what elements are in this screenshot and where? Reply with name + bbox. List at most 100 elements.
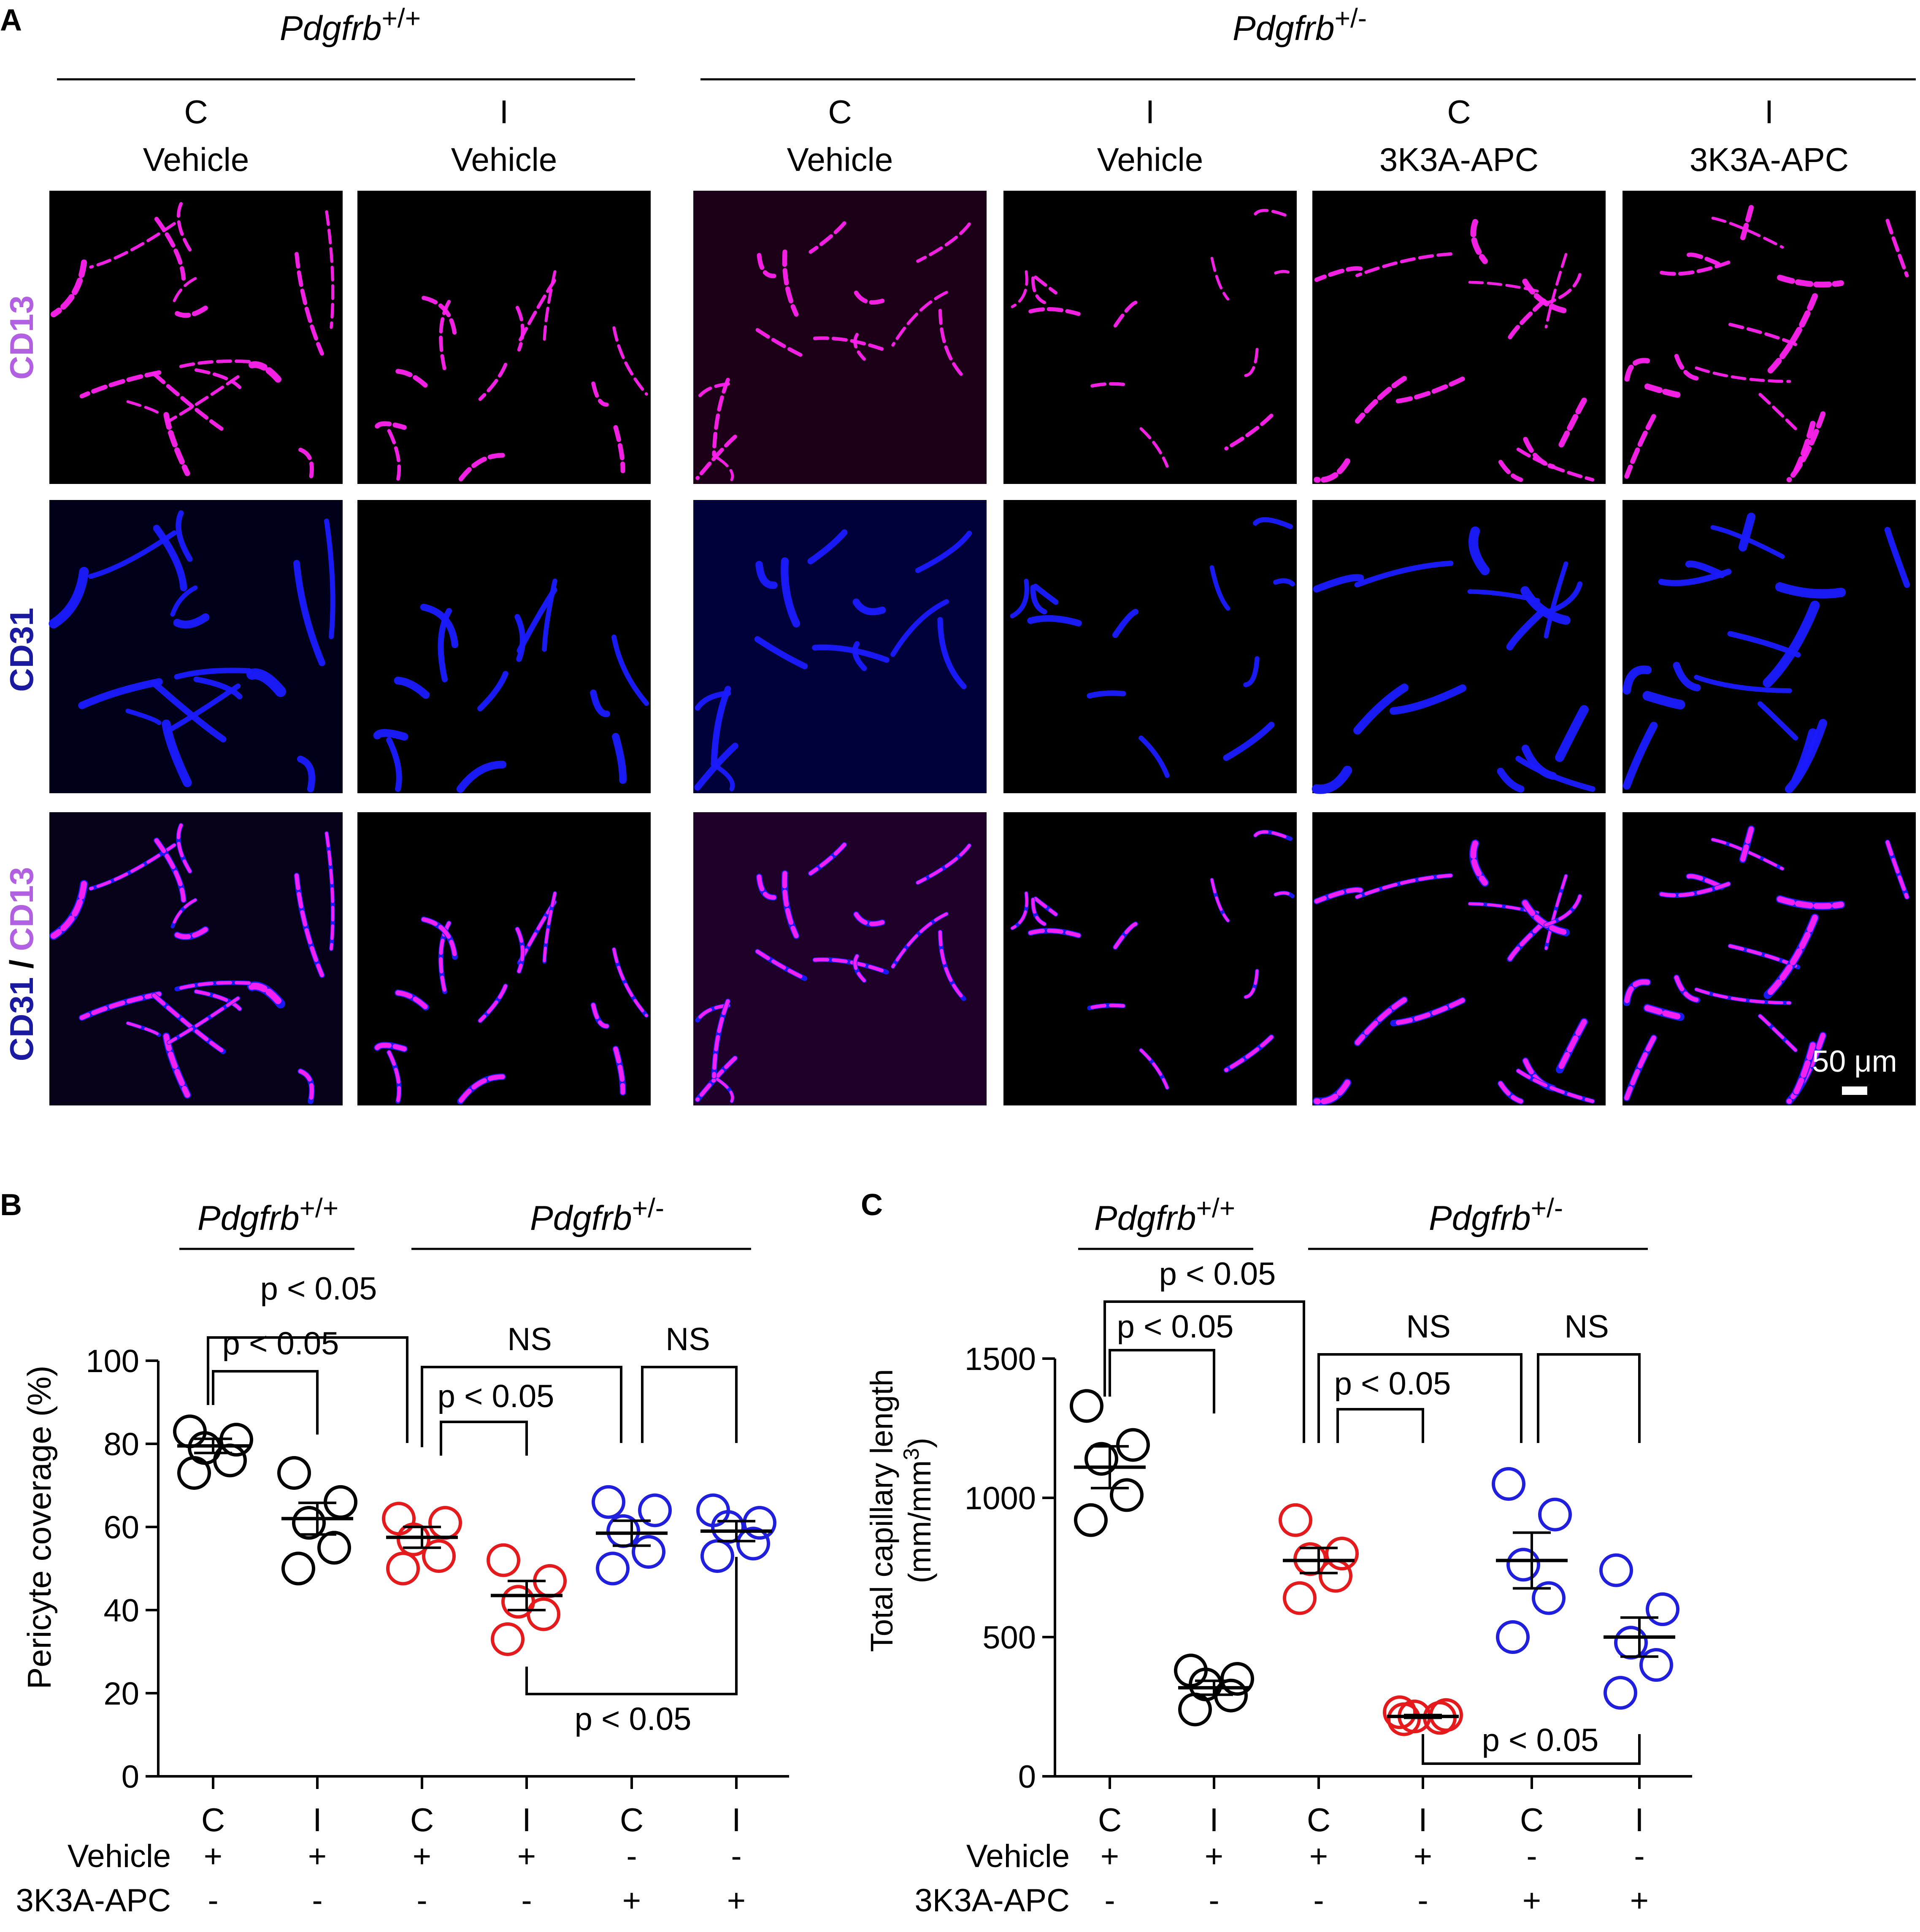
panel-c-data-point xyxy=(1319,1559,1352,1593)
panel-c-vehicle-mark: - xyxy=(1634,1838,1644,1874)
panel-c-ylabel-line1: Total capillary length xyxy=(864,1369,899,1652)
panel-b-data-point xyxy=(487,1543,520,1577)
panel-c-apc-mark: + xyxy=(1522,1883,1541,1918)
panel-c-genotype-het-sup: +/- xyxy=(1531,1193,1563,1223)
micrograph-merge xyxy=(357,812,651,1105)
panel-c-x-tick-label: I xyxy=(1209,1801,1219,1838)
panel-c-data-point xyxy=(1074,1503,1108,1537)
panel-c-data-point xyxy=(1538,1497,1572,1532)
panel-c-vehicle-row-label: Vehicle xyxy=(966,1838,1070,1874)
panel-b-data-point xyxy=(632,1535,665,1569)
panel-c-vehicle-mark: + xyxy=(1205,1838,1223,1874)
column-hemisphere-label: I xyxy=(1765,93,1774,130)
panel-b-y-tick-label: 100 xyxy=(86,1343,139,1379)
column-treatment-label: Vehicle xyxy=(787,141,893,178)
row-label-merge-sep: / xyxy=(3,959,40,969)
column-treatment-label: 3K3A-APC xyxy=(1379,141,1539,178)
panel-b-y-tick-label: 60 xyxy=(103,1510,139,1546)
panel-c-significance-label: p < 0.05 xyxy=(1117,1309,1234,1345)
micrograph-merge xyxy=(1623,812,1916,1105)
panel-c-data-point xyxy=(1383,1695,1417,1729)
panel-b-apc-mark: - xyxy=(312,1883,322,1918)
panel-b-x-tick-label: C xyxy=(201,1801,225,1838)
panel-b-data-point xyxy=(428,1506,462,1540)
panel-b: B Pdgfrb+/+ Pdgfrb+/- Pericyte coverage … xyxy=(0,1188,789,1918)
micrograph-cd13 xyxy=(1003,191,1297,484)
panel-c-significance-label: NS xyxy=(1564,1309,1609,1345)
panel-c-data-point xyxy=(1283,1581,1317,1615)
panel-c-genotype-wt-sup: +/+ xyxy=(1196,1193,1236,1223)
panel-b-significance-label: p < 0.05 xyxy=(222,1326,339,1362)
panel-b-apc-mark: + xyxy=(622,1883,641,1918)
panel-c-significance-bracket xyxy=(1336,1408,1424,1443)
panel-c-data-point xyxy=(1070,1389,1103,1423)
micrograph-cd31 xyxy=(357,500,651,793)
panel-c-vehicle-mark: + xyxy=(1414,1838,1432,1874)
panel-b-ylabel: Pericyte coverage (%) xyxy=(21,1365,58,1689)
panel-b-x-tick-label: I xyxy=(313,1801,322,1838)
panel-b-data-point xyxy=(213,1443,247,1478)
panel-b-apc-row-label: 3K3A-APC xyxy=(16,1883,171,1918)
panel-c-data-point xyxy=(1279,1503,1312,1537)
column-treatment-label: Vehicle xyxy=(143,141,249,178)
genotype-het-label: Pdgfrb+/- xyxy=(1233,3,1367,48)
panel-b-significance-label: p < 0.05 xyxy=(575,1701,692,1737)
panel-c-data-point xyxy=(1614,1626,1648,1660)
panel-b-vehicle-mark: + xyxy=(204,1838,222,1874)
panel-c-y-tick-label: 1000 xyxy=(965,1481,1036,1516)
panel-b-plot: 020406080100C+-I+-C+-I+-C-+I-+Vehicle3K3… xyxy=(16,1271,789,1918)
panel-b-letter: B xyxy=(0,1188,22,1222)
panel-b-vehicle-mark: + xyxy=(517,1838,536,1874)
panel-b-x-tick-label: I xyxy=(522,1801,531,1838)
panel-c-significance-bracket xyxy=(1317,1353,1522,1443)
column-hemisphere-label: I xyxy=(500,93,509,130)
panel-c-data-point xyxy=(1604,1676,1637,1710)
micrograph-merge xyxy=(1312,812,1606,1106)
panel-b-data-point xyxy=(422,1539,456,1573)
panel-b-significance-bracket xyxy=(212,1370,319,1435)
panel-b-genotype-wt-name: Pdgfrb xyxy=(197,1199,300,1238)
panel-b-significance-label: NS xyxy=(507,1321,552,1357)
panel-c-y-tick-label: 500 xyxy=(982,1620,1036,1656)
panel-c-data-point xyxy=(1646,1592,1679,1626)
panel-b-y-tick-label: 20 xyxy=(103,1676,139,1712)
panel-b-apc-mark: - xyxy=(416,1883,427,1918)
panel-c-data-point xyxy=(1110,1478,1144,1512)
panel-c-data-point xyxy=(1599,1553,1633,1587)
panel-b-vehicle-row-label: Vehicle xyxy=(68,1838,171,1874)
panel-c-significance-label: p < 0.05 xyxy=(1334,1366,1451,1402)
panel-c-apc-mark: - xyxy=(1313,1883,1324,1918)
panel-b-significance-bracket xyxy=(421,1366,622,1447)
micrograph-cd31 xyxy=(693,500,987,793)
panel-c-apc-mark: - xyxy=(1417,1883,1428,1918)
panel-c-ylabel-line2: (mm/mm3) xyxy=(899,1438,937,1583)
panel-c-ylabel-close: ) xyxy=(902,1438,937,1448)
panel-c-apc-row-label: 3K3A-APC xyxy=(915,1883,1070,1918)
panel-c-x-tick-label: C xyxy=(1520,1801,1544,1838)
panel-b-data-point xyxy=(596,1551,630,1586)
panel-c-data-point xyxy=(1639,1648,1673,1682)
panel-b-x-tick-label: C xyxy=(620,1801,644,1838)
panel-c-letter: C xyxy=(861,1188,883,1222)
panel-b-genotype-het-sup: +/- xyxy=(632,1193,664,1223)
panel-c-ylabel-unit: (mm/mm xyxy=(902,1460,937,1583)
panel-b-apc-mark: + xyxy=(727,1883,746,1918)
micrograph-cd31 xyxy=(1622,500,1916,794)
panel-c-data-point xyxy=(1084,1442,1118,1476)
panel-b-y-tick-label: 80 xyxy=(103,1427,139,1462)
panel-c-y-tick-label: 0 xyxy=(1018,1759,1036,1795)
panel-c-x-tick-label: I xyxy=(1418,1801,1428,1838)
panel-c-significance-bracket xyxy=(1103,1300,1305,1443)
column-treatment-label: Vehicle xyxy=(451,141,557,178)
column-headers: C Vehicle I Vehicle C Vehicle I Vehicle C 3K3A-AP… xyxy=(143,93,1849,178)
panel-b-y-tick-label: 0 xyxy=(122,1759,139,1795)
panel-b-data-point xyxy=(743,1506,776,1540)
panel-b-significance-bracket xyxy=(525,1557,738,1695)
panel-b-vehicle-mark: - xyxy=(626,1838,637,1874)
panel-c-data-point xyxy=(1506,1548,1540,1582)
panel-b-data-point xyxy=(277,1456,311,1490)
micrograph-merge xyxy=(693,812,987,1105)
panel-b-data-point xyxy=(397,1522,430,1556)
panel-c-apc-mark: - xyxy=(1209,1883,1219,1918)
panel-c-x-tick-label: C xyxy=(1307,1801,1330,1838)
